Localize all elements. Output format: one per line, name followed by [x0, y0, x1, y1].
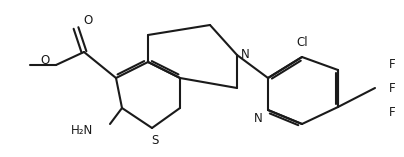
- Text: F: F: [389, 106, 395, 119]
- Text: F: F: [389, 57, 395, 70]
- Text: H₂N: H₂N: [71, 124, 93, 136]
- Text: Cl: Cl: [296, 36, 308, 49]
- Text: S: S: [152, 133, 159, 146]
- Text: N: N: [254, 111, 262, 125]
- Text: N: N: [241, 49, 249, 62]
- Text: F: F: [389, 81, 395, 95]
- Text: O: O: [40, 54, 50, 67]
- Text: O: O: [83, 14, 93, 27]
